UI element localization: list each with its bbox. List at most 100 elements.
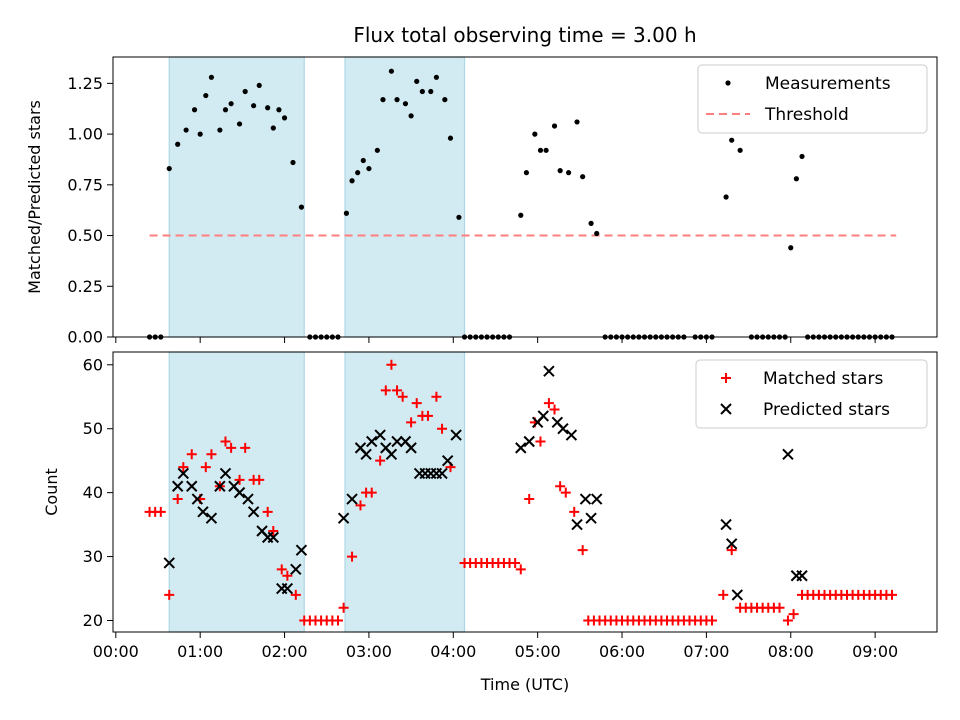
matched-star-point (172, 494, 183, 505)
matched-star-point (347, 551, 358, 562)
measurement-point (388, 68, 395, 74)
x-axis-bottom: 00:00 01:00 02:00 03:00 04:00 05:00 06:00 07:00… (93, 632, 898, 661)
matched-star-point (543, 398, 554, 409)
measurement-point (166, 165, 172, 172)
measurement-point (343, 210, 350, 216)
legend-label: Matched stars (763, 369, 883, 389)
x-tick-label: 03:00 (346, 642, 392, 661)
predicted-star-point (565, 429, 578, 441)
matched-star-point (549, 404, 560, 415)
measurement-point (183, 127, 189, 133)
matched-star-point (155, 506, 166, 517)
matched-star-point (411, 398, 422, 409)
predicted-star-point (441, 454, 454, 467)
matched-star-point (431, 391, 442, 402)
matched-star-point (268, 525, 279, 536)
predicted-star-point (163, 557, 175, 569)
predicted-star-point (385, 448, 398, 460)
legend-label: Threshold (764, 105, 849, 125)
matched-star-point (206, 449, 217, 460)
legend-measurement-marker (725, 80, 731, 86)
predicted-star-point (557, 423, 569, 435)
predicted-star-point (295, 544, 308, 556)
measurement-point (355, 170, 361, 176)
y-tick-label: 0.75 (67, 175, 103, 194)
predicted-star-point (796, 570, 808, 582)
y-tick-label: 1.25 (67, 74, 103, 93)
matched-star-point (355, 500, 366, 511)
x-tick-label: 06:00 (599, 642, 645, 661)
predicted-star-point (281, 582, 294, 595)
x-tick-label: 00:00 (93, 642, 139, 661)
measurement-point (551, 123, 558, 129)
measurement-point (290, 159, 296, 166)
predicted-star-point (242, 493, 254, 505)
measurement-point (228, 101, 234, 107)
predicted-star-point (731, 589, 744, 601)
matched-star-point (226, 442, 237, 453)
measurement-point (298, 204, 305, 210)
y-axis-bottom: 20 30 40 50 60 (83, 355, 113, 630)
measurement-point (557, 168, 563, 174)
matched-star-point (707, 615, 718, 626)
chart-title: Flux total observing time = 3.00 h (353, 23, 696, 47)
matched-star-point (332, 615, 343, 626)
measurement-point (737, 147, 743, 153)
legend-matched-marker (721, 373, 731, 383)
predicted-star-point (436, 467, 448, 480)
measurement-point (197, 131, 203, 137)
legend-bottom: Matched stars Predicted stars (695, 359, 928, 429)
measurement-point (242, 88, 248, 95)
matched-star-point (437, 423, 448, 434)
matched-star-point (338, 602, 349, 613)
matched-star-point (254, 474, 265, 485)
y-axis-top: 0.00 0.25 0.50 0.75 1.00 1.25 (67, 74, 113, 347)
measurement-point (565, 170, 572, 176)
predicted-star-point (366, 435, 378, 448)
observing-window (168, 351, 305, 633)
measurement-point (366, 165, 372, 172)
matched-star-point (220, 436, 231, 447)
matched-star-point (386, 359, 397, 370)
measurement-point (265, 105, 271, 111)
matched-star-point (397, 391, 408, 402)
y-tick-label: 0.50 (67, 226, 103, 245)
legend-label: Predicted stars (763, 400, 890, 420)
measurement-point (523, 170, 530, 176)
matched-star-point (555, 481, 566, 492)
x-tick-label: 02:00 (261, 642, 307, 661)
predicted-star-point (523, 435, 535, 448)
measurement-point (799, 153, 805, 160)
y-tick-label: 1.00 (67, 125, 103, 144)
measurement-point (408, 113, 414, 119)
measurement-point (729, 137, 735, 143)
predicted-star-point (337, 512, 350, 524)
matched-star-point (510, 557, 521, 568)
legend-top: Measurements Threshold (697, 64, 928, 134)
measurement-point (203, 92, 209, 99)
y-tick-label: 30 (83, 547, 103, 566)
matched-star-point (240, 442, 251, 453)
measurement-point (532, 131, 538, 137)
measurement-point (251, 103, 257, 109)
predicted-star-point (290, 563, 302, 576)
predicted-star-point (177, 467, 190, 480)
measurement-point (281, 115, 288, 121)
measurement-point (236, 121, 243, 127)
measurement-point (217, 127, 223, 133)
measurement-point (574, 119, 580, 125)
measurement-point (380, 97, 386, 103)
predicted-star-point (515, 442, 527, 454)
predicted-star-point (219, 467, 232, 480)
legend-box (695, 359, 928, 429)
measurement-point (793, 176, 799, 182)
predicted-star-point (346, 493, 358, 505)
matched-star-point (366, 487, 377, 498)
measurement-point (270, 125, 276, 131)
observing-windows (168, 351, 466, 633)
y-tick-label: 50 (83, 419, 103, 438)
predicted-star-point (391, 435, 403, 448)
predicted-star-point (591, 493, 603, 505)
predicted-star-point (782, 448, 794, 460)
measurement-point (442, 97, 448, 103)
